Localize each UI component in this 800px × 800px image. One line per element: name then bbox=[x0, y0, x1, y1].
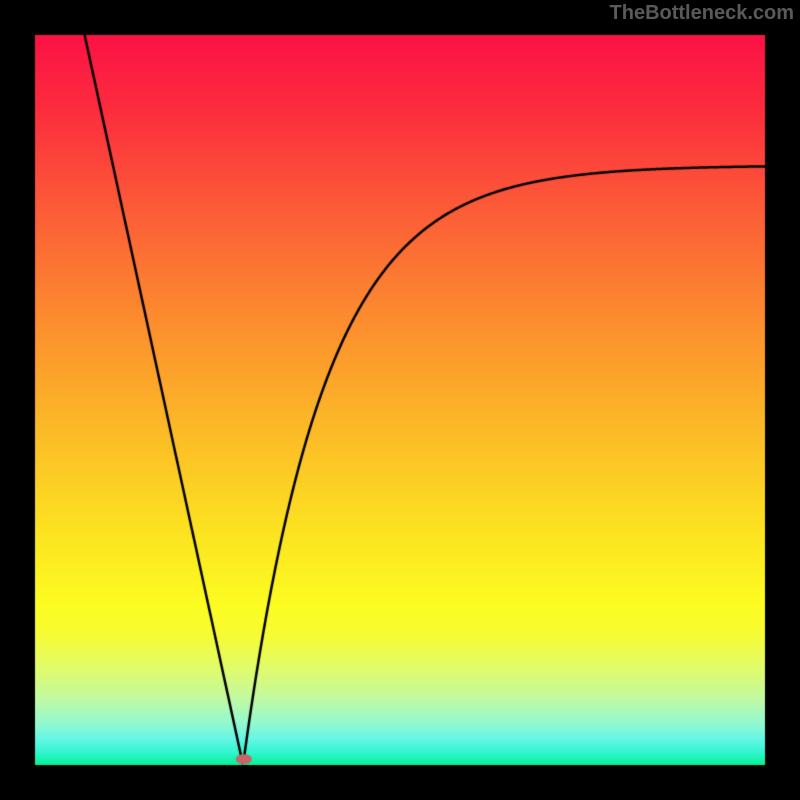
attribution-text: TheBottleneck.com bbox=[610, 2, 794, 25]
chart-stage: TheBottleneck.com bbox=[0, 0, 800, 800]
bottleneck-chart-canvas bbox=[0, 0, 800, 800]
